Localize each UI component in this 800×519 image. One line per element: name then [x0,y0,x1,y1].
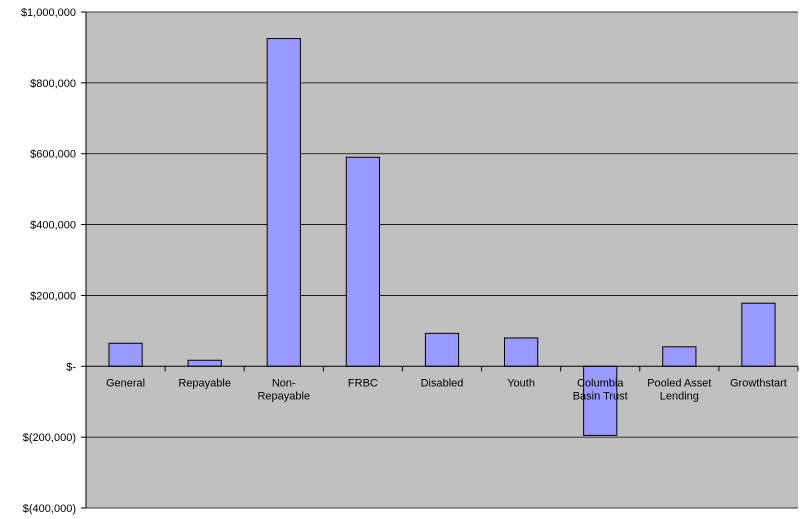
bar-pooled-asset-lending [662,346,697,367]
y-tick-label: $600,000 [30,149,76,161]
bar-non-repayable [266,38,301,367]
x-tick-label: Growthstart [730,377,787,389]
x-tick-labels: General Repayable Non-Repayable FRBC Disable… [85,366,799,402]
y-tick-label: $- [66,361,76,373]
bar-repayable [187,359,222,367]
x-tick-label: FRBC [348,377,378,389]
y-tick-label: $200,000 [30,290,76,302]
x-tick-label: Non-Repayable [257,377,310,402]
x-tick-label: Youth [507,377,535,389]
x-tick-label: Disabled [421,377,464,389]
x-tick-label: Pooled Asset Lending [647,377,711,402]
bar-frbc [345,156,381,367]
plot-area [86,12,798,508]
bars [108,38,776,436]
y-tick-label: $(400,000) [23,503,76,515]
y-tick-label: $1,000,000 [21,7,76,19]
y-tick-label: $(200,000) [23,432,76,444]
y-tick-label: $800,000 [30,78,76,90]
x-tick-label: Columbia Basin Trust [573,377,628,402]
x-tick-label: General [106,377,145,389]
bar-disabled [424,332,460,367]
bar-columbia-basin-trust [583,365,618,436]
gridlines [86,11,798,509]
x-tick-label: Repayable [178,377,231,389]
y-tick-label: $400,000 [30,220,76,232]
y-tick-labels: $1,000,000 $800,000 $600,000 $400,000 $200,0… [21,7,86,515]
bar-general [108,342,143,367]
bar-youth [503,337,539,367]
bar-growthstart [741,302,776,367]
